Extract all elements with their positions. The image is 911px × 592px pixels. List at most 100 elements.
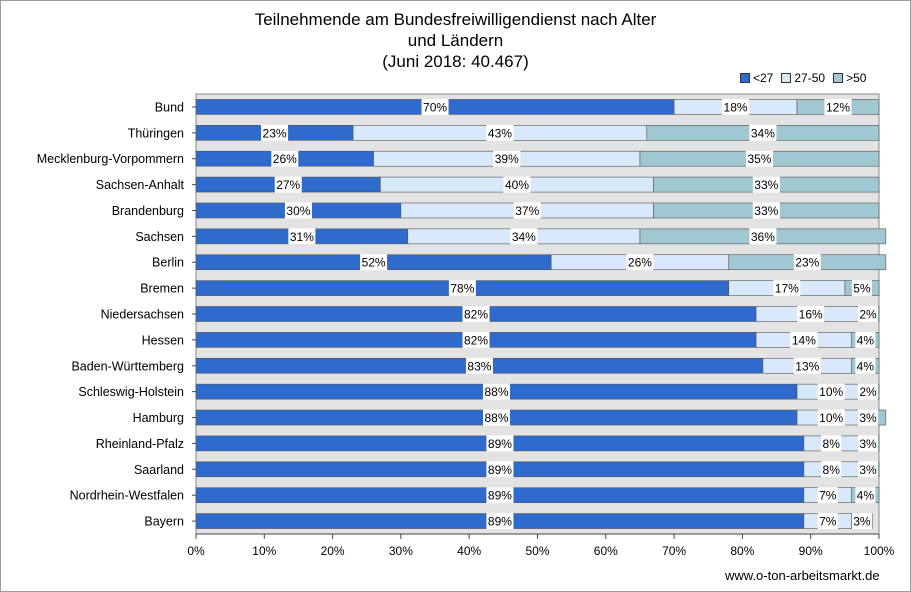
category-label: Hamburg (133, 411, 184, 425)
data-label: 2% (859, 385, 877, 399)
data-label: 43% (488, 126, 512, 140)
data-label: 39% (495, 152, 519, 166)
data-label-box (817, 487, 838, 504)
data-label: 34% (512, 230, 536, 244)
data-label-box (462, 306, 490, 322)
data-label: 12% (826, 100, 850, 114)
x-tick-label: 50% (525, 544, 549, 558)
data-label: 4% (857, 359, 875, 373)
data-label-box (858, 383, 878, 400)
data-label: 34% (751, 126, 775, 140)
data-label-box (858, 461, 878, 478)
data-label-box (773, 280, 801, 297)
data-label: 36% (751, 230, 775, 244)
source-credit: www.o-ton-arbeitsmarkt.de (725, 568, 880, 583)
data-label: 89% (488, 437, 512, 451)
data-label: 10% (819, 385, 843, 399)
data-label: 3% (859, 463, 877, 477)
chart-title-line-2: und Ländern (407, 31, 504, 50)
data-label: 78% (450, 282, 474, 296)
data-label-box (851, 513, 872, 530)
data-label: 10% (819, 411, 843, 425)
x-tick-label: 40% (457, 544, 481, 558)
legend-item-under-27: <27 (740, 71, 773, 85)
data-label-box (486, 513, 514, 530)
data-label-box (462, 331, 490, 348)
data-label-box (421, 98, 449, 115)
data-label: 26% (273, 152, 297, 166)
data-label: 13% (795, 359, 819, 373)
data-label: 88% (485, 411, 509, 425)
category-label: Bremen (140, 282, 184, 296)
x-tick-label: 100% (864, 544, 895, 558)
x-tick-label: 80% (730, 544, 754, 558)
data-label: 18% (724, 100, 748, 114)
data-label-box (824, 98, 852, 115)
data-label: 3% (859, 437, 877, 451)
category-label: Mecklenburg-Vorpommern (37, 152, 184, 166)
data-label-box (486, 435, 514, 452)
chart-title-line-3: (Juni 2018: 40.467) (382, 52, 529, 71)
data-label: 4% (857, 489, 875, 503)
data-label-box (817, 409, 845, 426)
data-label-box (722, 98, 750, 115)
data-label-box (752, 202, 780, 219)
legend-swatch-under-27 (740, 73, 750, 83)
data-label: 83% (467, 359, 491, 373)
data-label-box (749, 124, 777, 141)
legend-label-27-50: 27-50 (794, 71, 826, 85)
x-tick-label: 0% (187, 544, 205, 558)
data-label-box (790, 331, 818, 348)
data-label: 5% (853, 282, 871, 296)
data-label-box (493, 150, 521, 167)
category-label: Sachsen-Anhalt (96, 178, 185, 192)
category-label: Baden-Württemberg (71, 359, 184, 373)
category-label: Saarland (134, 463, 184, 477)
data-label-box (284, 202, 312, 219)
data-label-box (817, 513, 838, 530)
data-label-box (483, 383, 511, 400)
data-label-box (793, 357, 821, 374)
data-label: 3% (853, 515, 871, 529)
x-tick-label: 70% (662, 544, 686, 558)
legend-swatch-over-50 (833, 73, 844, 83)
legend-label-under-27: <27 (753, 71, 774, 85)
data-label-box (465, 357, 493, 374)
data-label: 17% (775, 282, 799, 296)
data-label-box (513, 202, 541, 219)
data-label: 14% (792, 333, 816, 347)
data-label: 88% (485, 385, 509, 399)
category-label: Schleswig-Holstein (78, 385, 184, 399)
data-label: 89% (488, 463, 512, 477)
data-label-box (855, 357, 876, 374)
data-label: 8% (823, 437, 841, 451)
data-label-box (797, 306, 825, 322)
data-label: 33% (754, 204, 778, 218)
category-label: Thüringen (128, 126, 184, 140)
data-label-box (752, 176, 780, 193)
category-label: Hessen (142, 333, 184, 347)
data-label: 89% (488, 489, 512, 503)
data-label: 30% (286, 204, 310, 218)
category-label: Niedersachsen (101, 308, 184, 322)
data-label-box (821, 461, 842, 478)
data-label: 23% (795, 256, 819, 270)
x-tick-label: 60% (594, 544, 618, 558)
data-label-box (745, 150, 773, 167)
data-label-box (858, 435, 878, 452)
data-label-box (626, 254, 654, 271)
data-label: 37% (515, 204, 539, 218)
data-label-box (360, 254, 388, 271)
data-label-box (486, 487, 514, 504)
x-tick-label: 10% (252, 544, 276, 558)
x-tick-label: 20% (321, 544, 345, 558)
data-label-box (288, 228, 316, 245)
x-tick-label: 90% (799, 544, 823, 558)
data-label: 23% (263, 126, 287, 140)
chart-legend: <27 27-50 >50 (740, 71, 866, 85)
data-label-box (858, 409, 878, 426)
data-label: 82% (464, 333, 488, 347)
data-label: 35% (747, 152, 771, 166)
data-label-box (821, 435, 842, 452)
